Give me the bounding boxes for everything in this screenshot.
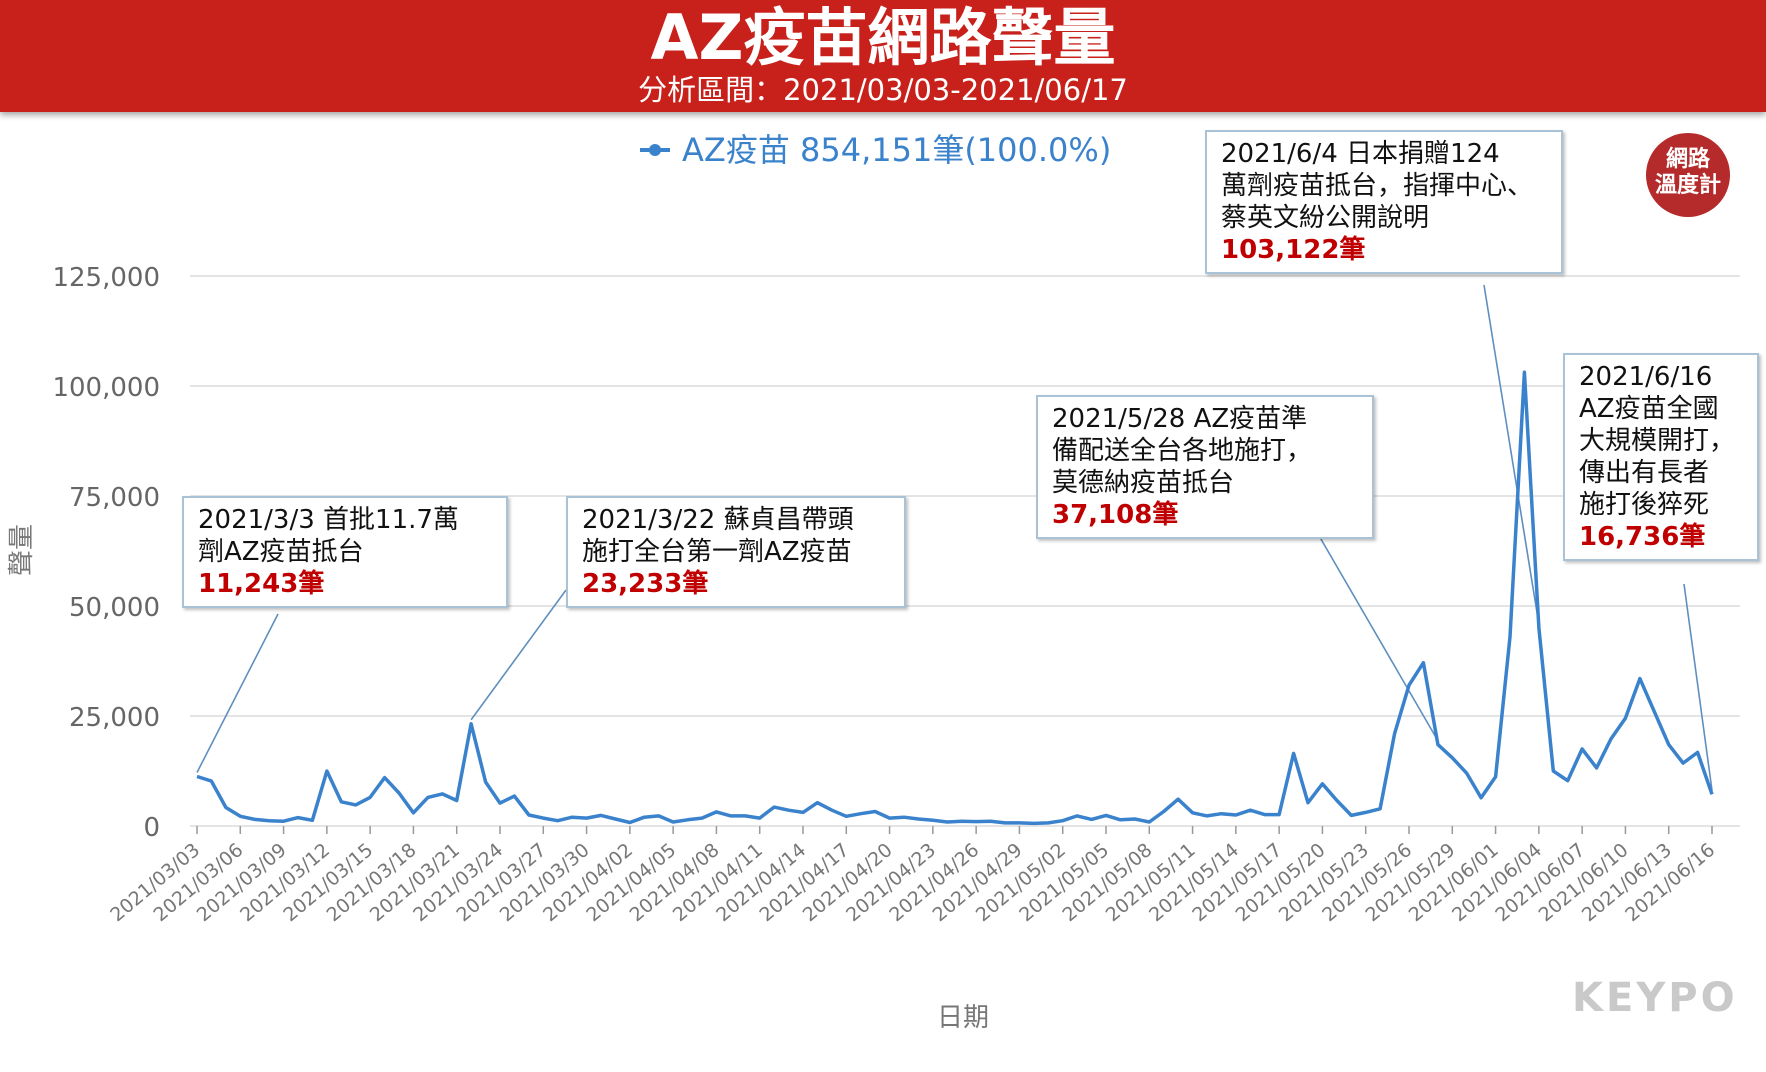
- annotation-text: 2021/6/4 日本捐贈124 萬劑疫苗抵台，指揮中心、 蔡英文紛公開說明: [1221, 139, 1534, 233]
- annotation-value: 103,122筆: [1221, 235, 1366, 265]
- y-tick-label: 125,000: [52, 263, 160, 293]
- network-thermometer-logo: 網路 溫度計: [1646, 133, 1730, 217]
- annotation-value: 16,736筆: [1579, 522, 1706, 552]
- annotation-jun04: 2021/6/4 日本捐贈124 萬劑疫苗抵台，指揮中心、 蔡英文紛公開說明 1…: [1205, 130, 1563, 274]
- x-axis-title: 日期: [937, 1003, 989, 1033]
- y-tick-label: 50,000: [69, 593, 160, 623]
- annotation-text: 2021/3/3 首批11.7萬 劑AZ疫苗抵台: [198, 505, 459, 567]
- annotation-value: 23,233筆: [582, 569, 709, 599]
- chart-title: AZ疫苗網路聲量: [650, 1, 1116, 74]
- y-tick-label: 100,000: [52, 373, 160, 403]
- annotation-text: 2021/5/28 AZ疫苗準 備配送全台各地施打， 莫德納疫苗抵台: [1052, 404, 1313, 498]
- legend-marker: [649, 144, 661, 156]
- y-tick-label: 0: [143, 813, 160, 843]
- y-tick-label: 25,000: [69, 703, 160, 733]
- annotation-may28: 2021/5/28 AZ疫苗準 備配送全台各地施打， 莫德納疫苗抵台 37,10…: [1036, 395, 1374, 539]
- annotation-leader-line: [1317, 533, 1439, 742]
- y-axis-title: 聲量: [7, 524, 37, 576]
- annotation-text: 2021/3/22 蘇貞昌帶頭 施打全台第一劑AZ疫苗: [582, 505, 854, 567]
- annotation-value: 37,108筆: [1052, 500, 1179, 530]
- annotation-text: 2021/6/16 AZ疫苗全國 大規模開打， 傳出有長者 施打後猝死: [1579, 362, 1736, 520]
- y-tick-label: 75,000: [69, 483, 160, 513]
- series-line-az-vaccine: [196, 370, 1714, 826]
- annotation-value: 11,243筆: [198, 569, 325, 599]
- annotation-leader-line: [196, 613, 279, 773]
- chart-subtitle: 分析區間：2021/03/03-2021/06/17: [638, 73, 1128, 107]
- annotation-mar03: 2021/3/3 首批11.7萬 劑AZ疫苗抵台 11,243筆: [182, 496, 508, 608]
- annotation-leader-line: [1483, 284, 1540, 625]
- annotation-leader-line: [1683, 583, 1713, 791]
- keypo-brand: KEYPO: [1572, 975, 1738, 1021]
- legend-label: AZ疫苗 854,151筆(100.0%): [682, 131, 1111, 169]
- annotation-mar22: 2021/3/22 蘇貞昌帶頭 施打全台第一劑AZ疫苗 23,233筆: [566, 496, 906, 608]
- title-banner: AZ疫苗網路聲量 分析區間：2021/03/03-2021/06/17: [0, 0, 1766, 112]
- annotation-leader-line: [470, 589, 567, 721]
- annotation-jun16: 2021/6/16 AZ疫苗全國 大規模開打， 傳出有長者 施打後猝死 16,7…: [1563, 353, 1759, 561]
